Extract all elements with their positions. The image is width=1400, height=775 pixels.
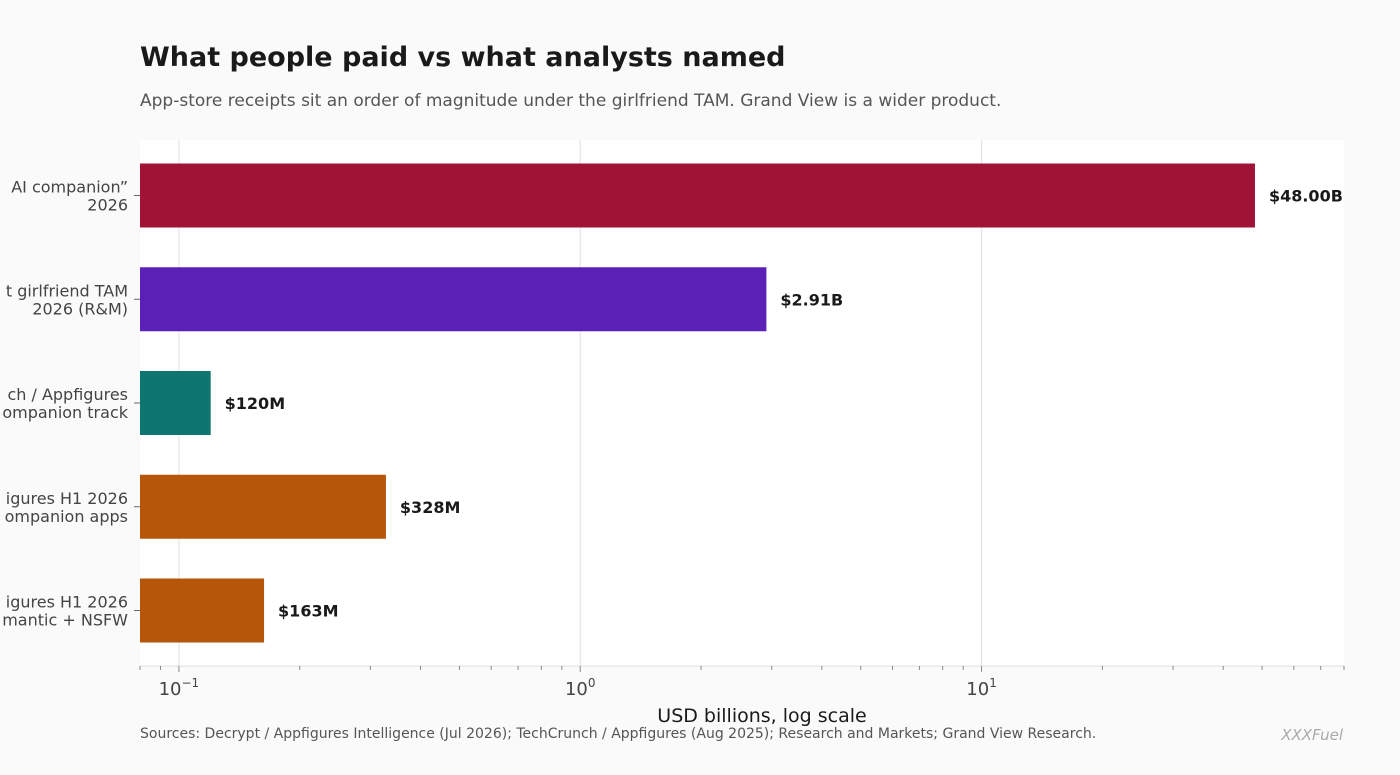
category-label: ch / Appfigures ompanion track: [2, 385, 128, 422]
x-tick-label: 10−1: [159, 676, 200, 700]
chart-subtitle: App-store receipts sit an order of magni…: [140, 91, 1002, 111]
plot-area: [140, 140, 1344, 666]
x-tick-label: 101: [966, 676, 997, 700]
category-label: t girlfriend TAM 2026 (R&M): [6, 281, 128, 318]
category-label: AI companion” 2026: [11, 178, 128, 215]
bar-value-label: $48.00B: [1269, 187, 1343, 206]
bar: [140, 474, 386, 539]
sources-note: Sources: Decrypt / Appfigures Intelligen…: [140, 726, 1097, 742]
bar-value-label: $163M: [278, 602, 338, 621]
bar-value-label: $120M: [225, 394, 285, 413]
x-axis-title: USD billions, log scale: [657, 705, 866, 727]
watermark: XXXFuel: [1281, 726, 1343, 744]
bar-value-label: $328M: [400, 498, 460, 517]
x-tick-label: 100: [565, 676, 596, 700]
bar-value-label: $2.91B: [780, 290, 843, 309]
category-label: igures H1 2026 ompanion apps: [5, 489, 128, 526]
bar: [140, 578, 265, 643]
category-label: igures H1 2026 mantic + NSFW: [2, 593, 128, 630]
bar: [140, 371, 211, 435]
chart-title: What people paid vs what analysts named: [140, 42, 786, 73]
bar: [140, 267, 767, 332]
bar: [140, 163, 1255, 228]
